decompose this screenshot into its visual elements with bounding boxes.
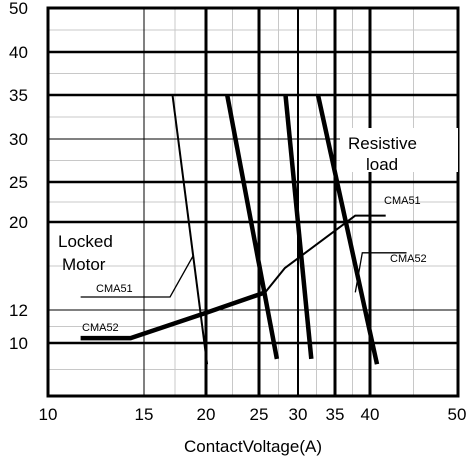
plot-frame — [46, 6, 460, 398]
x-tick-label: 35 — [326, 405, 345, 424]
locked-motor-label: Motor — [62, 255, 106, 274]
cma52-label: CMA52 — [82, 322, 119, 334]
label-backdrop — [340, 128, 458, 172]
cma51-label: CMA51 — [96, 283, 133, 295]
y-tick-label: 35 — [9, 86, 28, 105]
x-tick-label: 30 — [289, 405, 308, 424]
series-line-4 — [315, 94, 380, 365]
cma52-label: CMA52 — [390, 253, 427, 265]
series-line-3 — [283, 94, 314, 360]
locked-motor-label: Locked — [58, 232, 113, 251]
x-axis-title: ContactVoltage(A) — [184, 437, 322, 456]
labels: 10 15 20 25 30 35 40 50 50 40 35 30 25 20 12 10 ContactV… — [9, 0, 466, 456]
x-tick-label: 15 — [135, 405, 154, 424]
series-line-5 — [80, 290, 266, 341]
x-tick-label: 40 — [361, 405, 380, 424]
y-tick-label: 10 — [9, 334, 28, 353]
y-tick-label: 20 — [9, 213, 28, 232]
x-tick-label: 20 — [197, 405, 216, 424]
y-tick-label: 40 — [9, 43, 28, 62]
series — [80, 94, 407, 365]
series-line-1 — [171, 94, 209, 365]
grid — [46, 6, 460, 398]
resistive-load-label: Resistive — [348, 134, 417, 153]
x-tick-label: 25 — [250, 405, 269, 424]
y-tick-label: 12 — [9, 301, 28, 320]
y-tick-label: 50 — [9, 0, 28, 18]
leader-line — [354, 252, 407, 293]
resistive-load-label: load — [366, 155, 398, 174]
leader-line — [80, 254, 195, 298]
series-line-6 — [264, 214, 386, 294]
series-line-2 — [224, 94, 280, 360]
y-tick-label: 25 — [9, 173, 28, 192]
x-tick-label: 50 — [448, 405, 467, 424]
x-tick-label: 10 — [39, 405, 58, 424]
y-tick-label: 30 — [9, 130, 28, 149]
cma51-label: CMA51 — [384, 195, 421, 207]
